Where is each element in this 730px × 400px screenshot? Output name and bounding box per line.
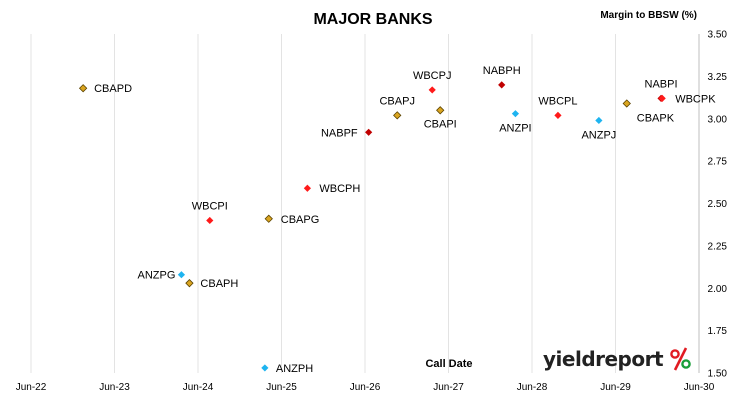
x-tick-label: Jun-27 <box>433 382 464 393</box>
data-point-wbcpk <box>658 94 666 103</box>
y-tick-label: 2.75 <box>708 157 728 168</box>
percent-bottom-circle <box>681 359 691 369</box>
point-label-cbaph: CBAPH <box>200 278 238 290</box>
x-tick-label: Jun-29 <box>600 382 631 393</box>
x-tick-label: Jun-23 <box>99 382 130 393</box>
point-label-cbapd: CBAPD <box>94 83 132 95</box>
y-tick-label: 1.50 <box>708 369 728 380</box>
point-label-cbapk: CBAPK <box>637 112 675 124</box>
y-axis-ticks: 1.50 1.75 2.00 2.25 2.50 2.75 3.00 3.25 3.50 <box>708 30 728 380</box>
percent-top-circle <box>670 349 680 359</box>
data-point-anzpg <box>177 271 186 279</box>
data-point-wbcpi <box>206 216 214 225</box>
point-label-cbapj: CBAPJ <box>379 95 414 107</box>
point-label-cbapg: CBAPG <box>281 214 320 226</box>
x-axis-ticks: Jun-22 Jun-23 Jun-24 Jun-25 Jun-26 Jun-27 Jun-… <box>16 382 715 393</box>
point-label-nabpi: NABPI <box>645 78 678 90</box>
y-tick-label: 2.25 <box>708 241 728 252</box>
point-label-nabpf: NABPF <box>321 127 358 139</box>
data-point-wbcpj <box>428 86 436 94</box>
brand-percent-icon <box>670 347 691 371</box>
data-point-wbcph <box>303 184 311 192</box>
chart-title: MAJOR BANKS <box>313 11 432 28</box>
data-point-wbcpl <box>554 111 562 119</box>
point-label-anzpj: ANZPJ <box>581 129 616 141</box>
point-label-wbcpi: WBCPI <box>192 200 228 212</box>
x-tick-label: Jun-30 <box>684 382 715 393</box>
y-tick-label: 3.50 <box>708 30 728 41</box>
point-label-wbcph: WBCPH <box>319 183 360 195</box>
data-point-cbapk <box>622 99 631 108</box>
data-point-cbaph <box>185 278 194 288</box>
data-point-cbapg <box>264 214 273 223</box>
x-tick-label: Jun-26 <box>350 382 381 393</box>
data-point-anzpi <box>511 110 520 118</box>
point-label-cbapi: CBAPI <box>424 118 457 130</box>
x-tick-label: Jun-24 <box>183 382 214 393</box>
x-axis-title: Call Date <box>425 358 472 370</box>
data-point-cbapd <box>78 84 88 93</box>
point-label-anzph: ANZPH <box>276 363 313 375</box>
y-tick-label: 2.00 <box>708 284 728 295</box>
point-label-wbcpl: WBCPL <box>538 95 577 107</box>
grid-lines <box>30 34 616 373</box>
y-tick-label: 3.00 <box>708 114 728 125</box>
percent-slash <box>673 347 688 371</box>
point-label-anzpi: ANZPI <box>499 123 531 135</box>
y-axis-title: Margin to BBSW (%) <box>600 10 697 21</box>
y-tick-label: 3.25 <box>708 72 728 83</box>
x-tick-label: Jun-28 <box>517 382 548 393</box>
data-point-cbapj <box>393 111 402 120</box>
data-points <box>78 81 666 372</box>
brand-logo: yieldreport <box>543 347 691 371</box>
point-label-wbcpk: WBCPK <box>675 93 716 105</box>
data-point-nabph <box>498 81 506 89</box>
x-tick-label: Jun-22 <box>16 382 47 393</box>
brand-wordmark: yieldreport <box>543 347 664 371</box>
data-point-anzpj <box>595 116 603 125</box>
data-point-nabpf <box>365 128 373 136</box>
point-label-anzpg: ANZPG <box>138 270 176 282</box>
data-point-cbapi <box>436 106 445 115</box>
point-label-nabph: NABPH <box>483 65 521 77</box>
x-tick-label: Jun-25 <box>266 382 297 393</box>
point-labels: CBAPD ANZPG CBAPH WBCPI ANZPH CBAPG WBCPH NABPF… <box>94 65 716 375</box>
data-point-anzph <box>261 364 269 372</box>
y-tick-label: 2.50 <box>708 199 728 210</box>
point-label-wbcpj: WBCPJ <box>413 70 452 82</box>
y-tick-label: 1.75 <box>708 326 728 337</box>
